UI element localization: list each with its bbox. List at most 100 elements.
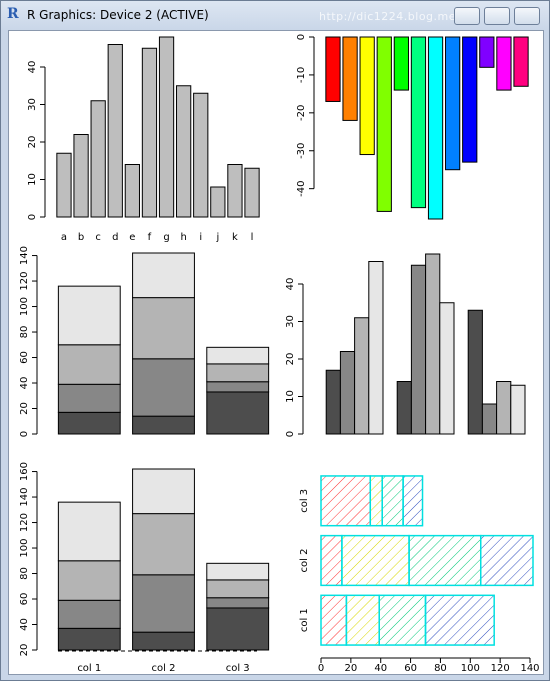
bar xyxy=(439,302,455,435)
bar xyxy=(354,317,370,435)
bar xyxy=(369,475,383,527)
x-tick-label: 60 xyxy=(404,663,417,674)
y-tick-label: 0 xyxy=(27,214,38,220)
bar xyxy=(341,534,410,587)
bar xyxy=(206,579,270,599)
bar xyxy=(381,475,404,527)
x-tick-label: g xyxy=(163,232,169,243)
bar xyxy=(210,186,226,218)
y-tick-label: 40 xyxy=(19,377,30,390)
bar xyxy=(132,297,195,360)
bar xyxy=(445,36,461,171)
bar xyxy=(425,253,441,435)
bar xyxy=(57,501,121,562)
bar xyxy=(479,534,534,587)
bar xyxy=(90,100,106,218)
y-tick-label: 60 xyxy=(19,351,30,364)
y-tick-label: 40 xyxy=(19,618,30,631)
bar xyxy=(510,384,526,435)
bar xyxy=(57,411,121,435)
window-title: R Graphics: Device 2 (ACTIVE) xyxy=(27,8,209,22)
app-icon: R xyxy=(7,6,19,22)
bar xyxy=(206,597,270,609)
bar xyxy=(132,468,195,515)
y-tick-label: -20 xyxy=(296,105,307,121)
x-tick-label: h xyxy=(180,232,186,243)
y-tick-label: 60 xyxy=(19,593,30,606)
x-tick-label: l xyxy=(251,232,254,243)
y-tick-label: 100 xyxy=(19,297,30,316)
bar xyxy=(467,309,483,435)
y-tick-label: 80 xyxy=(19,567,30,580)
bar xyxy=(176,85,192,218)
bar xyxy=(132,513,195,576)
bar xyxy=(132,631,195,651)
x-tick-label: col 2 xyxy=(152,663,176,674)
bar xyxy=(57,383,121,413)
x-tick-label: col 1 xyxy=(77,663,101,674)
close-button[interactable] xyxy=(514,7,540,25)
bar xyxy=(376,36,392,212)
bar xyxy=(427,36,444,220)
y-tick-label: 10 xyxy=(285,390,296,403)
bar xyxy=(408,534,482,587)
bar xyxy=(481,403,498,435)
y-tick-label: 30 xyxy=(27,98,38,111)
x-tick-label: 0 xyxy=(318,663,324,674)
bar xyxy=(342,36,358,121)
bar xyxy=(320,594,348,646)
minimize-button[interactable] xyxy=(454,7,480,25)
y-tick-label: -30 xyxy=(296,143,307,159)
bar xyxy=(410,36,427,209)
x-tick-label: d xyxy=(112,232,118,243)
bar xyxy=(345,594,380,646)
bar xyxy=(193,92,209,218)
bar xyxy=(73,134,89,218)
y-tick-label: 120 xyxy=(19,513,30,532)
x-tick-label: 140 xyxy=(520,663,539,674)
bar xyxy=(410,264,427,435)
bar xyxy=(339,351,356,435)
y-tick-label: 140 xyxy=(19,487,30,506)
bar xyxy=(107,44,123,218)
y-tick-label: 140 xyxy=(19,246,30,265)
y-tick-label: 20 xyxy=(19,644,30,657)
bar xyxy=(244,167,260,218)
bar xyxy=(132,358,195,417)
bar xyxy=(57,344,121,385)
x-tick-label: col 3 xyxy=(226,663,250,674)
bar xyxy=(206,363,270,383)
bar xyxy=(496,381,512,435)
x-tick-label: e xyxy=(129,232,135,243)
bar xyxy=(57,627,121,651)
y-tick-label: col 1 xyxy=(299,608,310,632)
x-tick-label: c xyxy=(95,232,101,243)
y-tick-label: 0 xyxy=(19,431,30,437)
bar xyxy=(206,346,270,365)
watermark: http://dic1224.blog.me xyxy=(319,10,457,23)
bar xyxy=(158,36,175,218)
bar xyxy=(124,164,140,218)
bar xyxy=(325,369,341,435)
y-tick-label: 120 xyxy=(19,271,30,290)
maximize-button[interactable] xyxy=(484,7,510,25)
y-tick-label: 20 xyxy=(19,402,30,415)
bar xyxy=(424,594,495,646)
y-tick-label: 30 xyxy=(285,315,296,328)
bar xyxy=(393,36,409,91)
bar xyxy=(359,36,375,156)
y-tick-label: 20 xyxy=(27,136,38,149)
x-tick-label: j xyxy=(215,232,219,243)
bar xyxy=(57,560,121,601)
y-tick-label: 100 xyxy=(19,538,30,557)
y-tick-label: 0 xyxy=(285,431,296,437)
y-tick-label: 40 xyxy=(285,278,296,291)
bar xyxy=(141,47,158,218)
bar xyxy=(513,36,529,87)
x-tick-label: 120 xyxy=(491,663,510,674)
x-tick-label: 40 xyxy=(374,663,387,674)
bar xyxy=(56,152,72,218)
bar xyxy=(368,261,384,435)
y-tick-label: 0 xyxy=(296,34,307,40)
